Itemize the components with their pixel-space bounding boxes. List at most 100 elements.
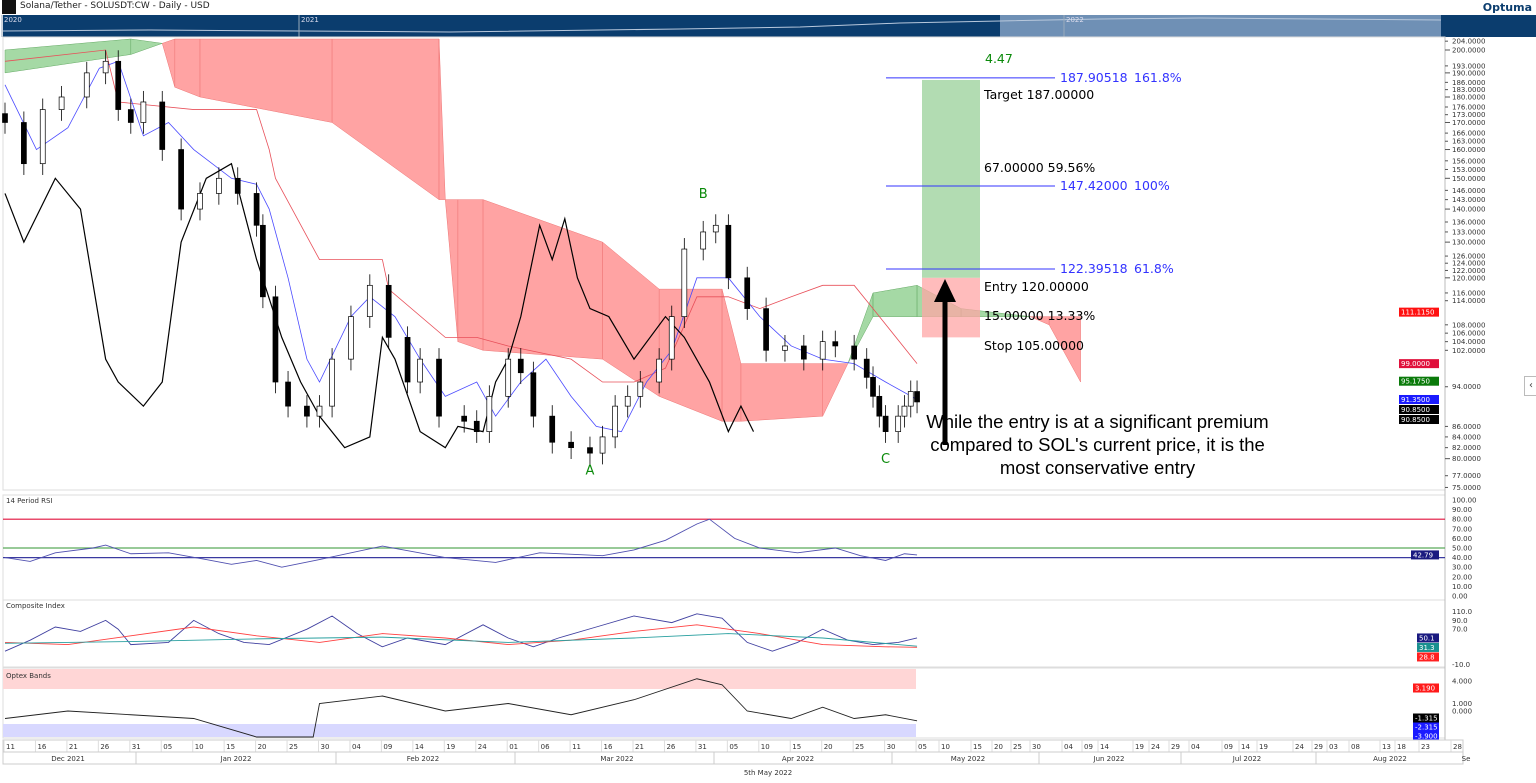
date-tick-label: 15	[792, 743, 801, 751]
candle-down	[763, 308, 769, 351]
month-label: Jun 2022	[1093, 755, 1125, 763]
month-label: Se	[1462, 755, 1471, 763]
date-tick-label: 06	[541, 743, 550, 751]
rsi-tick-label: 10.00	[1452, 583, 1472, 591]
price-tick-label: 104.0000	[1452, 338, 1485, 346]
candle-up	[216, 177, 222, 194]
date-tick-label: 20	[994, 743, 1003, 751]
kumo-cloud-bullish	[130, 38, 163, 55]
candle-up	[895, 415, 902, 432]
candle-up	[624, 395, 631, 407]
optex-upper-band	[3, 669, 916, 689]
price-badge-label: 90.8500	[1401, 406, 1430, 414]
candle-up	[486, 395, 493, 432]
candle-down	[530, 372, 537, 417]
candle-down	[115, 60, 122, 110]
candle-down	[832, 341, 839, 347]
rsi-tick-label: 20.00	[1452, 573, 1472, 581]
price-tick-label: 120.0000	[1452, 274, 1485, 282]
optex-badge-label: -2.315	[1415, 724, 1438, 732]
price-badge	[1399, 414, 1439, 424]
date-tick-label: 13	[1382, 743, 1391, 751]
kumo-cloud-bearish	[161, 38, 176, 88]
month-label: Mar 2022	[600, 755, 633, 763]
month-label: Aug 2022	[1373, 755, 1407, 763]
date-tick-label: 04	[1064, 743, 1073, 751]
candle-down	[404, 337, 411, 383]
month-label: Jul 2022	[1232, 755, 1262, 763]
reward-label: 67.00000 59.56%	[984, 160, 1095, 175]
date-tick-label: 23	[1421, 743, 1430, 751]
kumo-cloud-bearish	[445, 199, 459, 342]
fib-price-label: 147.42000	[1060, 178, 1128, 193]
optex-panel-title: Optex Bands	[6, 672, 51, 680]
composite-series-line	[4, 633, 918, 647]
price-badge-label: 91.3500	[1401, 396, 1430, 404]
price-tick-label: 108.0000	[1452, 321, 1485, 329]
price-badge	[1399, 359, 1439, 369]
kumo-cloud-bearish	[457, 199, 484, 351]
entry-label: Entry 120.00000	[984, 279, 1089, 294]
price-tick-label: 176.0000	[1452, 104, 1485, 112]
price-tick-label: 183.0000	[1452, 86, 1485, 94]
candle-down	[234, 177, 241, 194]
price-badge-label: 99.0000	[1401, 360, 1430, 368]
optex-line	[4, 678, 918, 738]
price-badge	[1399, 376, 1439, 386]
candle-up	[681, 248, 688, 317]
risk-zone	[922, 277, 980, 338]
collapse-panel-button[interactable]: ‹	[1524, 376, 1536, 396]
date-tick-label: 24	[1295, 743, 1304, 751]
arrow-head-icon	[934, 279, 956, 302]
candle-down	[21, 122, 27, 165]
annotation-text: While the entry is at a significant prem…	[926, 411, 1269, 478]
candle-down	[159, 101, 166, 150]
price-tick-label: 150.0000	[1452, 175, 1485, 183]
rsi-tick-label: 80.00	[1452, 516, 1472, 524]
price-tick-label: 122.0000	[1452, 267, 1485, 275]
kumo-cloud-bullish	[872, 285, 918, 317]
candle-down	[549, 415, 556, 443]
price-tick-label: 156.0000	[1452, 157, 1485, 165]
kumo-cloud-bearish	[482, 199, 603, 360]
date-tick-label: 21	[69, 743, 78, 751]
price-tick-label: 126.0000	[1452, 253, 1485, 261]
date-tick-label: 04	[352, 743, 361, 751]
date-tick-label: 16	[604, 743, 613, 751]
price-tick-label: 200.0000	[1452, 47, 1485, 55]
app-logo-icon	[2, 0, 16, 14]
candle-up	[417, 358, 423, 383]
date-tick-label: 15	[226, 743, 235, 751]
candle-up	[700, 231, 707, 250]
optex-tick-label: 1.000	[1452, 700, 1472, 708]
fib-percent-label: 61.8%	[1134, 261, 1174, 276]
date-tick-label: 18	[1397, 743, 1406, 751]
navigator-year-label: 2022	[1066, 16, 1084, 24]
candle-down	[725, 224, 732, 279]
date-tick-label: 05	[918, 743, 927, 751]
composite-panel-title: Composite Index	[6, 602, 65, 610]
date-tick-label: 08	[1351, 743, 1360, 751]
price-tick-label: 133.0000	[1452, 228, 1485, 236]
date-tick-label: 31	[698, 743, 707, 751]
date-tick-label: 09	[1224, 743, 1233, 751]
price-tick-label: 77.0000	[1452, 472, 1481, 480]
date-tick-label: 29	[1171, 743, 1180, 751]
optex-badge-label: -3.900	[1415, 733, 1438, 741]
date-tick-label: 24	[478, 743, 487, 751]
candle-down	[587, 447, 593, 454]
fib-price-label: 187.90518	[1060, 70, 1128, 85]
price-tick-label: 80.0000	[1452, 455, 1481, 463]
kumo-cloud-bearish	[1048, 316, 1081, 383]
candle-down	[517, 358, 524, 374]
navigator-window[interactable]	[1000, 15, 1441, 37]
date-tick-label: 30	[1032, 743, 1041, 751]
date-tick-label: 25	[289, 743, 298, 751]
price-tick-label: 160.0000	[1452, 146, 1485, 154]
price-tick-label: 170.0000	[1452, 119, 1485, 127]
kumo-cloud-bearish	[438, 38, 446, 200]
navigator-price-line	[2, 17, 1442, 33]
fib-percent-label: 161.8%	[1134, 70, 1182, 85]
candle-up	[140, 101, 147, 123]
